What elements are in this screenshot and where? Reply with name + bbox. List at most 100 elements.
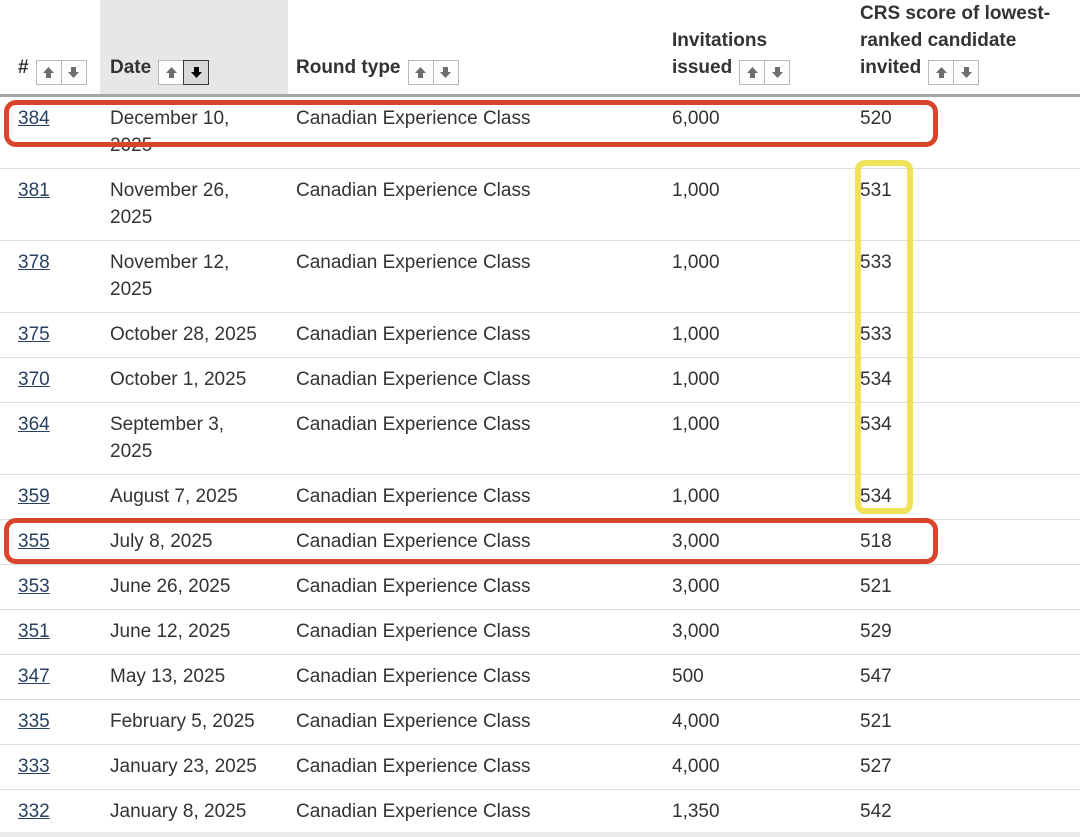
- crs-score: 520: [860, 108, 892, 129]
- crs-score: 521: [848, 699, 1080, 745]
- round-date: May 13, 2025: [110, 666, 226, 687]
- column-label-invitations: Invitations issued: [672, 30, 768, 78]
- sort-controls-invitations: [739, 60, 791, 85]
- round-date: June 26, 2025: [110, 576, 231, 597]
- crs-score: 542: [848, 789, 1080, 835]
- round-date-cell: January 8, 2025: [100, 789, 288, 835]
- round-number-cell: 347: [0, 654, 100, 700]
- sort-descending-icon[interactable]: [953, 60, 980, 85]
- sort-descending-icon[interactable]: [432, 60, 459, 85]
- round-date-cell: February 5, 2025: [100, 699, 288, 745]
- round-date: October 1, 2025: [110, 369, 247, 390]
- table-row: 333 January 23, 2025 Canadian Experience…: [0, 744, 1080, 790]
- crs-score: 531: [848, 168, 1080, 241]
- round-number-cell: 351: [0, 609, 100, 655]
- round-type: Canadian Experience Class: [288, 168, 660, 241]
- round-number-cell: 378: [0, 240, 100, 313]
- table-row: 378 November 12, 2025 Canadian Experienc…: [0, 240, 1080, 313]
- invitations-issued: 4,000: [660, 699, 848, 745]
- round-date-cell: November 12, 2025: [100, 240, 288, 313]
- table-row: 381 November 26, 2025 Canadian Experienc…: [0, 168, 1080, 241]
- table-row: 332 January 8, 2025 Canadian Experience …: [0, 789, 1080, 835]
- round-number-link[interactable]: 351: [18, 621, 50, 642]
- invitations-issued: 1,000: [660, 168, 848, 241]
- round-date: December 10, 2025: [110, 108, 230, 156]
- round-number-cell: 375: [0, 312, 100, 358]
- sort-descending-icon-active[interactable]: [183, 60, 210, 85]
- invitations-issued: 1,000: [660, 312, 848, 358]
- round-number-link[interactable]: 347: [18, 666, 50, 687]
- round-number-link[interactable]: 355: [18, 531, 50, 552]
- column-header-number: #: [0, 0, 100, 97]
- round-date: October 28, 2025: [110, 324, 257, 345]
- round-number-link[interactable]: 370: [18, 369, 50, 390]
- sort-ascending-icon[interactable]: [407, 60, 434, 85]
- round-number-link[interactable]: 353: [18, 576, 50, 597]
- round-number-link[interactable]: 332: [18, 801, 50, 822]
- column-label-number: #: [18, 57, 29, 78]
- crs-score: 521: [848, 564, 1080, 610]
- round-number-cell: 381: [0, 168, 100, 241]
- round-number-link[interactable]: 384: [18, 108, 50, 129]
- sort-ascending-icon[interactable]: [158, 60, 185, 85]
- round-date-cell: June 26, 2025: [100, 564, 288, 610]
- sort-ascending-icon[interactable]: [928, 60, 955, 85]
- invitations-issued: 1,350: [660, 789, 848, 835]
- crs-score: 534: [848, 474, 1080, 520]
- column-label-date: Date: [110, 57, 152, 78]
- column-label-crs-score: CRS score of lowest-ranked candidate inv…: [860, 3, 1051, 78]
- round-date: August 7, 2025: [110, 486, 238, 507]
- round-number-cell: 353: [0, 564, 100, 610]
- sort-descending-icon[interactable]: [764, 60, 791, 85]
- round-date: November 26, 2025: [110, 180, 230, 228]
- round-number-cell: 332: [0, 789, 100, 835]
- round-number-cell: 384: [0, 96, 100, 169]
- table-row: 364 September 3, 2025 Canadian Experienc…: [0, 402, 1080, 475]
- round-number-link[interactable]: 333: [18, 756, 50, 777]
- round-number-link[interactable]: 375: [18, 324, 50, 345]
- round-number-cell: 370: [0, 357, 100, 403]
- round-number-cell: 333: [0, 744, 100, 790]
- round-type: Canadian Experience Class: [288, 744, 660, 790]
- invitations-issued: 4,000: [660, 744, 848, 790]
- sort-ascending-icon[interactable]: [739, 60, 766, 85]
- table-row: 359 August 7, 2025 Canadian Experience C…: [0, 474, 1080, 520]
- crs-score: 527: [848, 744, 1080, 790]
- round-number-link[interactable]: 378: [18, 252, 50, 273]
- round-date: January 23, 2025: [110, 756, 257, 777]
- table-row: 370 October 1, 2025 Canadian Experience …: [0, 357, 1080, 403]
- table-row: 351 June 12, 2025 Canadian Experience Cl…: [0, 609, 1080, 655]
- round-number-link[interactable]: 359: [18, 486, 50, 507]
- round-type: Canadian Experience Class: [288, 402, 660, 475]
- round-number-link[interactable]: 335: [18, 711, 50, 732]
- round-number-cell: 335: [0, 699, 100, 745]
- round-type: Canadian Experience Class: [288, 519, 660, 565]
- round-type: Canadian Experience Class: [288, 474, 660, 520]
- table-row: 375 October 28, 2025 Canadian Experience…: [0, 312, 1080, 358]
- round-date: February 5, 2025: [110, 711, 255, 732]
- table-row: 355 July 8, 2025 Canadian Experience Cla…: [0, 519, 1080, 565]
- round-date-cell: May 13, 2025: [100, 654, 288, 700]
- invitations-issued: 3,000: [660, 564, 848, 610]
- round-type: Canadian Experience Class: [288, 564, 660, 610]
- sort-controls-number: [35, 60, 87, 85]
- sort-descending-icon[interactable]: [60, 60, 87, 85]
- round-type: Canadian Experience Class: [288, 609, 660, 655]
- sort-controls-date: [158, 60, 210, 85]
- invitations-issued: 1,000: [660, 240, 848, 313]
- table-row: 384 December 10, 2025 Canadian Experienc…: [0, 96, 1080, 169]
- sort-ascending-icon[interactable]: [35, 60, 62, 85]
- round-number-link[interactable]: 381: [18, 180, 50, 201]
- column-header-round-type: Round type: [288, 0, 660, 97]
- round-type: Canadian Experience Class: [288, 654, 660, 700]
- crs-score: 534: [848, 357, 1080, 403]
- round-date-cell: November 26, 2025: [100, 168, 288, 241]
- round-date-cell: October 1, 2025: [100, 357, 288, 403]
- crs-score: 518: [848, 519, 1080, 565]
- table-row: 335 February 5, 2025 Canadian Experience…: [0, 699, 1080, 745]
- invitations-issued: 1,000: [660, 357, 848, 403]
- round-number-link[interactable]: 364: [18, 414, 50, 435]
- round-date-cell: July 8, 2025: [100, 519, 288, 565]
- column-label-round-type: Round type: [296, 57, 401, 78]
